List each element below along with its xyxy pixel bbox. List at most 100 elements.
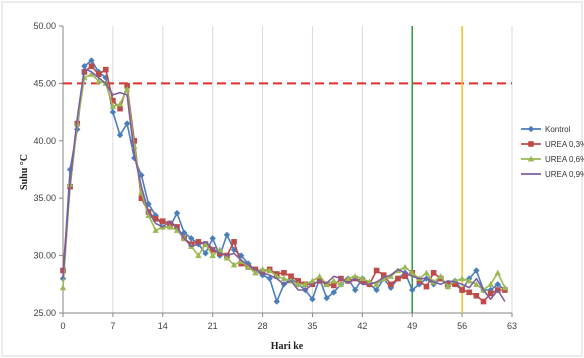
data-point-urea-0-3-	[430, 270, 437, 276]
data-point-urea-0-6-	[309, 277, 316, 284]
data-point-urea-0-6-	[266, 267, 273, 274]
data-point-urea-0-6-	[202, 240, 209, 247]
data-point-urea-0-6-	[387, 273, 395, 279]
data-point-kontrol	[66, 166, 74, 173]
data-point-kontrol	[494, 281, 501, 288]
data-point-urea-0-6-	[252, 269, 259, 276]
data-point-kontrol	[273, 298, 281, 305]
data-point-urea-0-3-	[117, 105, 123, 112]
data-point-urea-0-3-	[102, 66, 109, 73]
data-point-kontrol	[109, 108, 117, 116]
data-point-urea-0-6-	[409, 269, 416, 276]
x-tick-label: 63	[507, 321, 517, 331]
data-point-urea-0-3-	[281, 270, 287, 276]
legend-item-kontrol: Kontrol	[521, 125, 571, 134]
data-point-urea-0-6-	[401, 263, 409, 270]
data-point-urea-0-3-	[159, 218, 166, 224]
data-point-urea-0-3-	[88, 63, 95, 69]
legend-label: Kontrol	[545, 125, 571, 134]
data-point-urea-0-6-	[302, 281, 309, 287]
series-urea-0-9-	[62, 67, 506, 302]
data-point-urea-0-3-	[95, 71, 102, 78]
data-point-urea-0-6-	[294, 281, 302, 287]
x-tick-label: 49	[407, 321, 417, 331]
legend-item-urea-0-3-: UREA 0,3%	[521, 140, 584, 149]
data-point-urea-0-6-	[337, 281, 345, 287]
data-point-urea-0-3-	[295, 278, 301, 284]
data-point-urea-0-6-	[152, 227, 159, 233]
data-point-urea-0-3-	[388, 281, 394, 288]
data-point-urea-0-6-	[259, 266, 266, 272]
data-point-kontrol	[352, 286, 359, 294]
data-point-kontrol	[202, 250, 209, 257]
data-point-kontrol	[188, 235, 195, 242]
legend-label: UREA 0,6%	[545, 155, 584, 164]
data-point-urea-0-6-	[280, 275, 288, 282]
data-point-urea-0-3-	[466, 289, 473, 296]
data-point-urea-0-3-	[402, 273, 408, 280]
data-point-kontrol	[473, 267, 480, 274]
data-point-urea-0-3-	[209, 247, 216, 253]
data-point-urea-0-6-	[223, 254, 231, 261]
data-point-urea-0-3-	[480, 298, 487, 305]
data-point-urea-0-3-	[167, 220, 173, 227]
reference-lines	[63, 26, 512, 313]
data-point-urea-0-6-	[444, 283, 452, 290]
data-point-urea-0-6-	[494, 269, 501, 276]
data-point-kontrol	[266, 275, 273, 282]
data-point-kontrol	[81, 62, 88, 70]
data-point-urea-0-6-	[245, 263, 252, 270]
data-point-urea-0-6-	[123, 85, 131, 92]
x-tick-label: 35	[307, 321, 317, 331]
data-point-urea-0-3-	[380, 272, 387, 278]
legend-marker	[528, 141, 534, 147]
data-point-kontrol	[173, 209, 181, 217]
legend-marker	[527, 125, 535, 133]
data-point-urea-0-6-	[373, 281, 380, 287]
data-point-urea-0-6-	[466, 277, 473, 284]
x-tick-label: 28	[258, 321, 268, 331]
x-tick-label: 0	[60, 321, 65, 331]
data-point-urea-0-3-	[124, 82, 130, 89]
x-tick-label: 56	[457, 321, 467, 331]
series-line-urea-0-9-	[62, 67, 506, 302]
data-point-urea-0-3-	[231, 239, 237, 245]
data-point-urea-0-6-	[316, 273, 323, 279]
data-point-urea-0-6-	[501, 284, 509, 291]
data-point-urea-0-6-	[209, 252, 216, 259]
data-point-urea-0-3-	[423, 283, 430, 290]
x-tick-label: 21	[208, 321, 218, 331]
data-point-urea-0-6-	[458, 275, 466, 282]
data-point-urea-0-6-	[330, 277, 338, 284]
series-group	[59, 57, 509, 305]
x-tick-label: 14	[158, 321, 168, 331]
data-point-urea-0-3-	[288, 273, 294, 280]
data-point-kontrol	[330, 289, 338, 296]
legend: Kontrol UREA 0,3% UREA 0,6% UREA 0,9%	[521, 125, 584, 179]
data-point-urea-0-3-	[331, 282, 337, 289]
x-axis-title: Hari ke	[271, 341, 304, 352]
data-point-urea-0-6-	[195, 252, 202, 259]
data-point-kontrol	[209, 235, 216, 242]
legend-label: UREA 0,3%	[545, 140, 584, 149]
data-point-urea-0-6-	[216, 246, 223, 253]
y-tick-label: 25.00	[33, 308, 56, 318]
data-point-urea-0-6-	[145, 212, 152, 218]
legend-item-urea-0-6-: UREA 0,6%	[521, 155, 584, 164]
y-tick-label: 35.00	[33, 193, 56, 203]
data-point-urea-0-3-	[138, 195, 145, 201]
data-point-kontrol	[102, 74, 109, 81]
data-point-urea-0-6-	[352, 273, 359, 279]
data-point-kontrol	[373, 286, 380, 294]
data-point-urea-0-6-	[487, 281, 494, 287]
tick-labels: 25.00 30.00 35.00 40.00 45.00 50.00 0 7 14 21 28 35…	[33, 21, 517, 331]
data-point-urea-0-6-	[473, 281, 480, 287]
data-point-urea-0-3-	[373, 267, 380, 274]
data-point-urea-0-6-	[344, 275, 352, 282]
data-point-kontrol	[309, 296, 316, 303]
data-point-urea-0-3-	[473, 292, 480, 299]
data-point-urea-0-3-	[395, 275, 401, 282]
